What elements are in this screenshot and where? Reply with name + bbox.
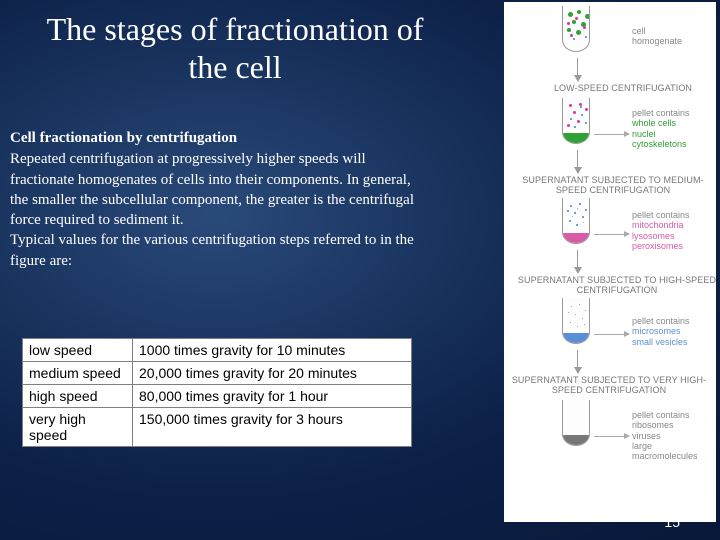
centrifugation-step-label: SUPERNATANT SUBJECTED TO VERY HIGH-SPEED… <box>504 376 714 396</box>
centrifuge-table-body: low speed 1000 times gravity for 10 minu… <box>23 339 412 447</box>
arrow-right-icon <box>594 334 624 335</box>
label-line: macromolecules <box>632 451 698 461</box>
pellet-contents-label: pellet containsribosomesviruseslargemacr… <box>632 410 698 462</box>
table-row: high speed 80,000 times gravity for 1 ho… <box>23 385 412 408</box>
test-tube-icon <box>562 198 592 256</box>
body-heading: Cell fractionation by centrifugation <box>10 128 430 148</box>
body-paragraph-2: Typical values for the various centrifug… <box>10 230 430 271</box>
arrow-down-icon <box>574 350 582 374</box>
value-cell: 150,000 times gravity for 3 hours <box>133 408 412 447</box>
pellet-contents-label: cellhomogenate <box>632 26 682 47</box>
label-line: large <box>632 441 698 451</box>
label-line: mitochondria <box>632 220 690 230</box>
test-tube-icon <box>562 98 592 156</box>
body-text-block: Cell fractionation by centrifugation Rep… <box>10 128 430 271</box>
speed-cell: low speed <box>23 339 133 362</box>
test-tube-icon <box>562 6 592 64</box>
label-line: homogenate <box>632 36 682 46</box>
slide-title: The stages of fractionation of the cell <box>40 0 430 87</box>
arrow-down-icon <box>574 150 582 174</box>
label-line: pellet contains <box>632 316 690 326</box>
table-row: medium speed 20,000 times gravity for 20… <box>23 362 412 385</box>
label-line: pellet contains <box>632 108 690 118</box>
arrow-down-icon <box>574 250 582 274</box>
pellet-contents-label: pellet containsmicrosomessmall vesicles <box>632 316 690 347</box>
label-line: pellet contains <box>632 210 690 220</box>
label-line: pellet contains <box>632 410 698 420</box>
centrifuge-table-wrap: low speed 1000 times gravity for 10 minu… <box>22 338 412 447</box>
label-line: cytoskeletons <box>632 139 690 149</box>
arrow-down-icon <box>574 58 582 82</box>
figure-panel: LOW-SPEED CENTRIFUGATIONcellhomogenateSU… <box>504 2 716 522</box>
test-tube-icon <box>562 298 592 356</box>
label-line: microsomes <box>632 326 690 336</box>
speed-cell: medium speed <box>23 362 133 385</box>
centrifugation-step-label: LOW-SPEED CENTRIFUGATION <box>518 84 720 94</box>
speed-cell: very high speed <box>23 408 133 447</box>
centrifuge-table: low speed 1000 times gravity for 10 minu… <box>22 338 412 447</box>
label-line: nuclei <box>632 129 690 139</box>
label-line: ribosomes <box>632 420 698 430</box>
arrow-right-icon <box>594 234 624 235</box>
centrifugation-step-label: SUPERNATANT SUBJECTED TO MEDIUM-SPEED CE… <box>508 176 718 196</box>
test-tube-icon <box>562 400 592 458</box>
label-line: small vesicles <box>632 337 690 347</box>
label-line: viruses <box>632 431 698 441</box>
label-line: cell <box>632 26 682 36</box>
value-cell: 20,000 times gravity for 20 minutes <box>133 362 412 385</box>
arrow-right-icon <box>594 134 624 135</box>
label-line: lysosomes <box>632 231 690 241</box>
body-paragraph-1: Repeated centrifugation at progressively… <box>10 149 430 230</box>
label-line: peroxisomes <box>632 241 690 251</box>
value-cell: 1000 times gravity for 10 minutes <box>133 339 412 362</box>
pellet-contents-label: pellet containswhole cellsnucleicytoskel… <box>632 108 690 149</box>
pellet-contents-label: pellet containsmitochondrialysosomespero… <box>632 210 690 251</box>
table-row: low speed 1000 times gravity for 10 minu… <box>23 339 412 362</box>
table-row: very high speed 150,000 times gravity fo… <box>23 408 412 447</box>
speed-cell: high speed <box>23 385 133 408</box>
value-cell: 80,000 times gravity for 1 hour <box>133 385 412 408</box>
centrifugation-step-label: SUPERNATANT SUBJECTED TO HIGH-SPEED CENT… <box>512 276 720 296</box>
arrow-right-icon <box>594 436 624 437</box>
label-line: whole cells <box>632 118 690 128</box>
